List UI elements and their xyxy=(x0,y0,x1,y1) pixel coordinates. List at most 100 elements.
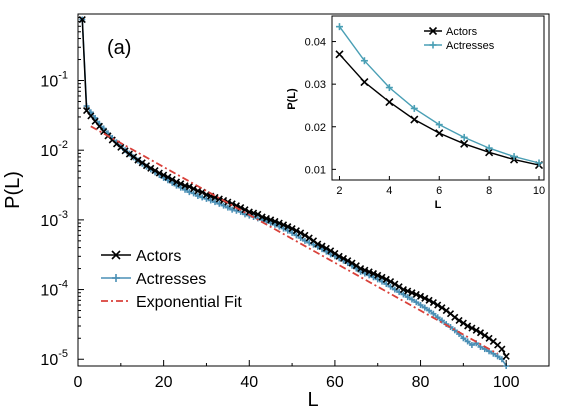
data-point-actresses-58 xyxy=(323,248,330,255)
inset-legend: Actors Actresses xyxy=(424,26,495,52)
data-point-actors-97-b xyxy=(489,337,497,346)
inset-chart: 2 4 6 8 10 0.010.020.030.04 L P(L) ActorsAct… xyxy=(286,15,545,211)
data-point-actors-95-b xyxy=(481,331,489,339)
data-point-actresses-35 xyxy=(224,204,231,211)
data-point-actors-54 xyxy=(305,234,313,242)
data-point-actors-15 xyxy=(138,159,146,167)
data-point-actors-53 xyxy=(301,231,309,239)
data-point-actors-33 xyxy=(215,195,223,203)
data-point-actors-39 xyxy=(241,206,249,214)
data-point-actresses-88 xyxy=(451,327,458,334)
data-point-actors-33-b xyxy=(215,195,223,203)
legend-item-actresses: Actresses xyxy=(101,271,206,288)
main-x-axis-label: L xyxy=(307,389,318,411)
data-point-actors-88-b xyxy=(451,313,459,321)
panel-label: (a) xyxy=(107,37,131,59)
data-point-actors-84 xyxy=(434,301,442,309)
data-point-actors-84-b xyxy=(434,301,442,309)
data-point-actresses-80 xyxy=(417,302,424,309)
data-point-actors-24-b xyxy=(177,180,185,188)
inset-data-point-actors-7-b xyxy=(460,139,469,148)
data-point-actors-68 xyxy=(365,268,373,276)
main-y-tick-label: 10-4 xyxy=(40,279,68,300)
data-point-actors-75 xyxy=(395,283,403,291)
inset-data-point-actresses-3 xyxy=(360,57,368,65)
data-point-actors-22-b xyxy=(168,175,176,184)
data-point-actors-11-b xyxy=(121,147,129,155)
data-point-actresses-26 xyxy=(186,189,193,196)
data-point-actors-80 xyxy=(416,292,425,300)
main-x-tick-label: 60 xyxy=(326,374,344,391)
legend-item-exponential-fit: Exponential Fit xyxy=(101,294,242,311)
data-point-actors-2-b xyxy=(82,107,91,115)
inset-x-axis: 2 4 6 8 10 xyxy=(336,176,545,197)
data-point-actors-86-b xyxy=(442,306,450,315)
data-point-actors-87-b xyxy=(446,310,455,318)
main-x-axis: 0 20 40 60 80 100 xyxy=(74,360,520,391)
data-point-actors-47 xyxy=(275,219,283,227)
legend-item-actors: Actors xyxy=(101,248,181,265)
inset-data-point-actors-2 xyxy=(335,50,344,59)
main-y-axis-label: P(L) xyxy=(2,171,24,209)
inset-x-tick-label: 6 xyxy=(436,185,442,197)
data-point-actors-5-b xyxy=(95,122,103,130)
data-point-actresses-92 xyxy=(468,342,475,349)
data-point-actors-60-b xyxy=(331,249,339,257)
data-point-actors-79 xyxy=(412,290,420,299)
inset-legend-marker-actresses xyxy=(429,41,437,49)
inset-data-point-actresses-7 xyxy=(460,133,468,141)
data-point-actors-66-b xyxy=(357,265,365,273)
data-point-actors-96-b xyxy=(485,334,493,342)
data-point-actors-6-b xyxy=(100,128,108,136)
data-point-actors-93-b xyxy=(472,326,480,334)
data-point-actors-4-b xyxy=(91,117,99,125)
data-point-actors-13-b xyxy=(130,153,138,161)
inset-x-tick-label: 2 xyxy=(336,185,342,197)
data-point-actors-70-b xyxy=(374,271,382,279)
data-point-actors-46 xyxy=(271,217,279,225)
data-point-actors-61 xyxy=(335,252,343,260)
data-point-actors-94-b xyxy=(476,329,485,337)
data-point-actors-26-b xyxy=(185,183,193,191)
data-point-actors-53-b xyxy=(301,231,309,239)
inset-legend-item-actors: Actors xyxy=(424,26,478,38)
main-legend: Actors Actresses Exponential Fit xyxy=(101,248,242,311)
data-point-actresses-91 xyxy=(464,338,471,345)
data-point-actors-78-b xyxy=(408,289,416,297)
data-point-actors-26 xyxy=(185,183,193,191)
data-point-actors-82 xyxy=(425,296,433,304)
data-point-actors-72-b xyxy=(382,275,390,283)
inset-data-point-actresses-4 xyxy=(385,84,393,92)
data-point-actors-91-b xyxy=(464,322,472,330)
data-point-actors-52-b xyxy=(297,229,305,237)
data-point-actors-72 xyxy=(382,275,390,283)
inset-series-actresses xyxy=(335,23,543,167)
data-point-actors-23-b xyxy=(172,178,181,186)
inset-data-point-actresses-5 xyxy=(410,104,418,112)
data-point-actresses-22 xyxy=(169,179,176,186)
data-point-actors-71-b xyxy=(378,273,386,281)
data-point-actors-94 xyxy=(476,329,485,337)
data-point-actors-8-b xyxy=(108,136,116,144)
data-point-actors-76-b xyxy=(399,285,407,294)
inset-x-axis-label: L xyxy=(435,199,442,211)
data-point-actors-57 xyxy=(318,242,326,250)
inset-legend-marker-actors xyxy=(428,26,438,36)
data-point-actors-85-b xyxy=(438,304,446,312)
data-point-actors-16 xyxy=(142,162,151,170)
main-y-tick-label: 10-2 xyxy=(40,139,68,160)
data-point-actors-77-b xyxy=(404,287,412,295)
data-point-actors-54-b xyxy=(305,234,313,242)
legend-marker-actors-b xyxy=(111,250,121,260)
data-point-actors-45 xyxy=(267,216,275,224)
data-point-actors-89 xyxy=(455,316,463,325)
data-point-actors-64 xyxy=(348,259,356,267)
data-point-actors-21 xyxy=(164,173,172,181)
data-point-actors-69-b xyxy=(369,269,378,278)
data-point-actors-85 xyxy=(438,304,446,312)
data-point-actors-99 xyxy=(498,345,506,353)
data-point-actors-15-b xyxy=(138,159,146,167)
data-point-actors-76 xyxy=(399,285,407,294)
inset-x-tick-label: 4 xyxy=(386,185,392,197)
